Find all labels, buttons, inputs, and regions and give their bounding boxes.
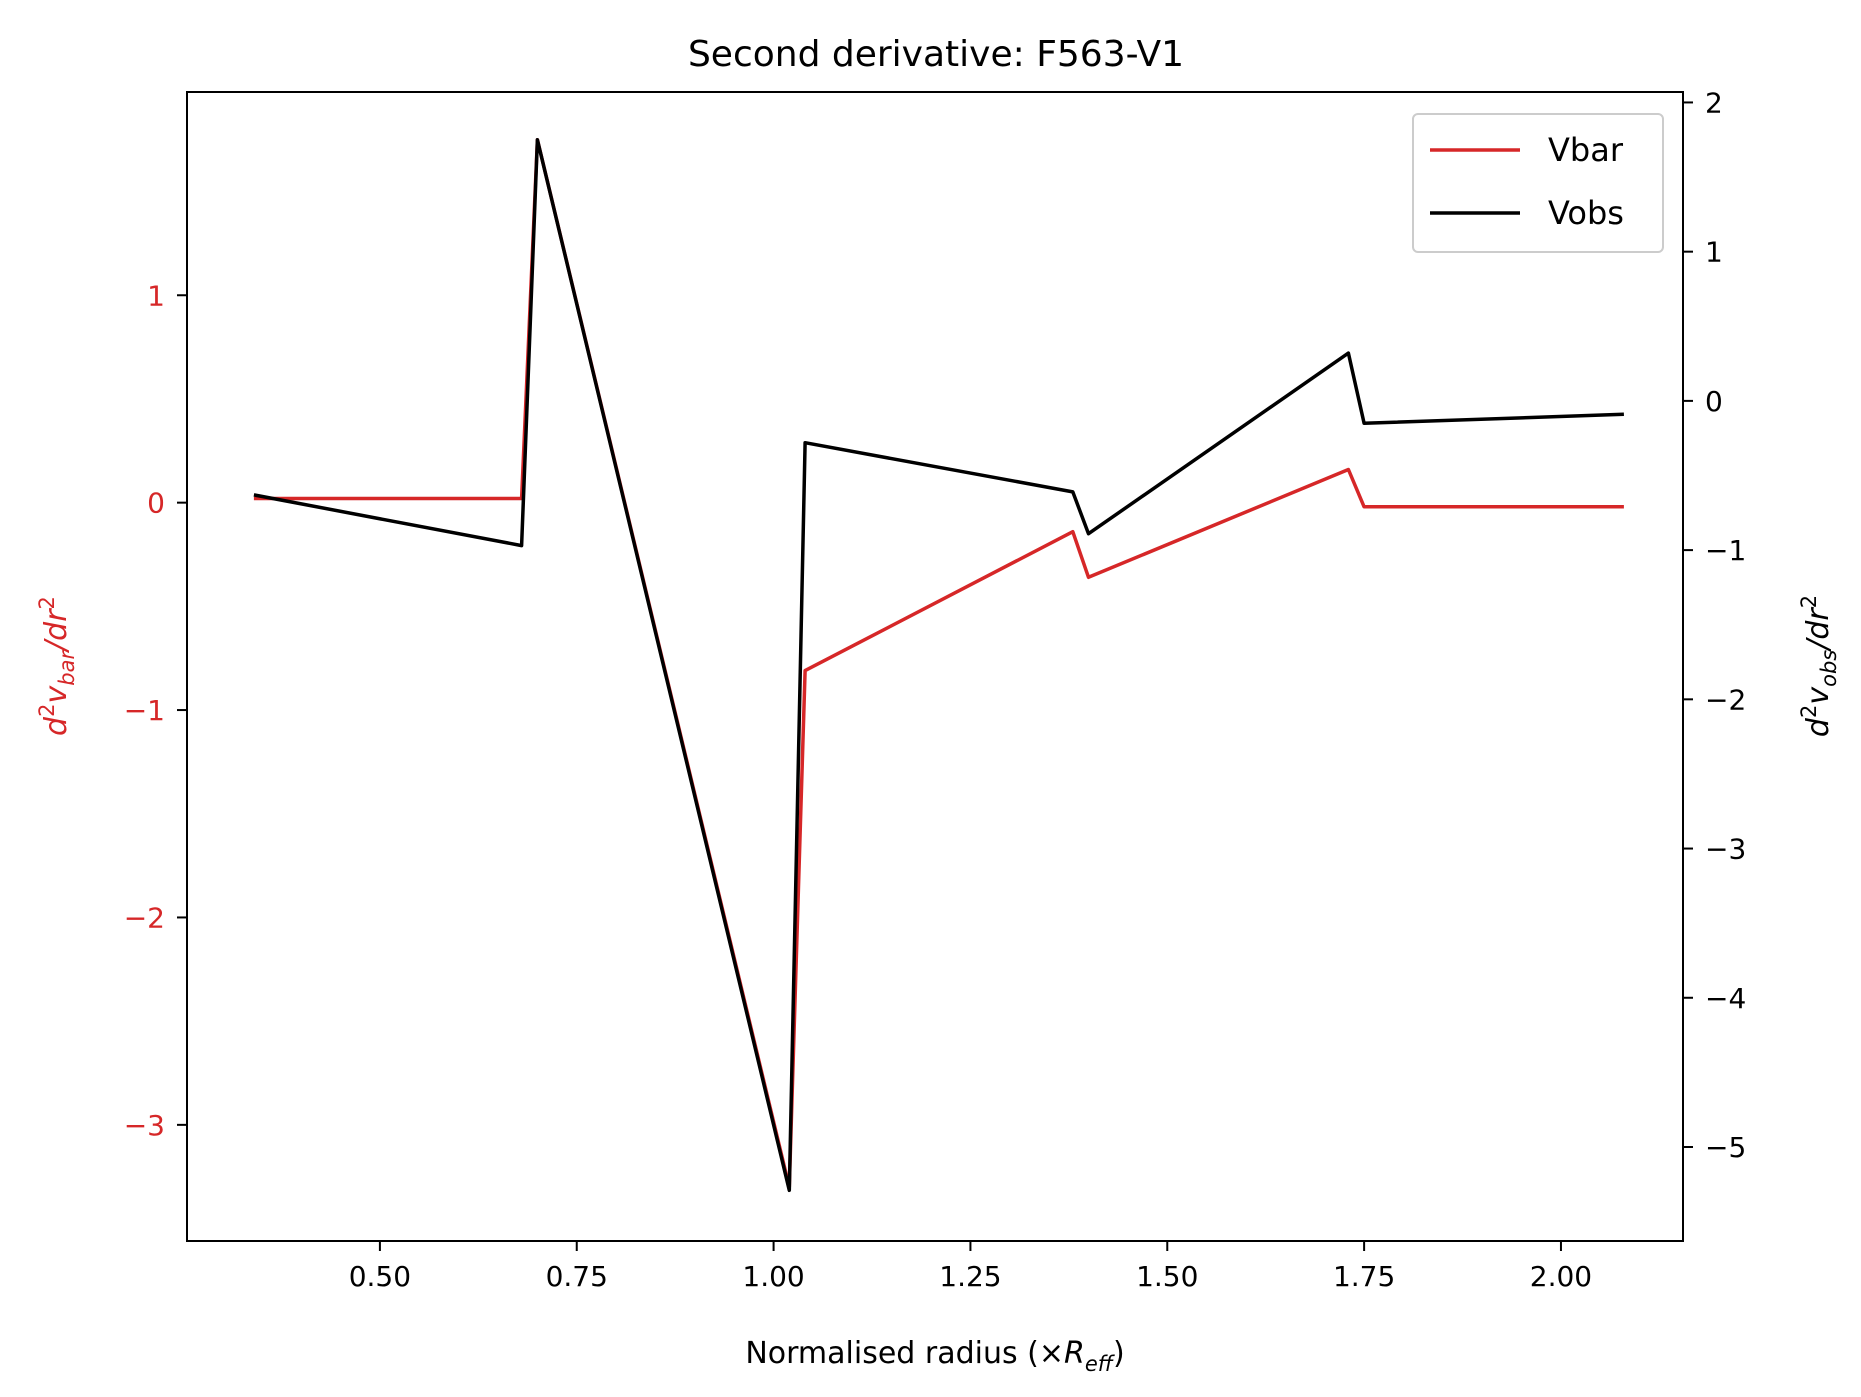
right-y-axis-ticks: 2 1 0 −1 −2 −3 −4 −5 [1683, 86, 1746, 1164]
x-tick-label: 1.25 [939, 1260, 1001, 1293]
x-tick-label: 1.00 [742, 1260, 804, 1293]
right-y-tick-label: −2 [1705, 683, 1746, 716]
right-y-tick-label: 0 [1705, 385, 1723, 418]
right-y-tick-label: 2 [1705, 86, 1723, 119]
x-tick-label: 0.75 [546, 1260, 608, 1293]
left-y-tick-label: 1 [147, 279, 165, 312]
legend: Vbar Vobs [1412, 113, 1664, 253]
legend-label-vobs: Vobs [1548, 194, 1624, 232]
right-y-tick-label: 1 [1705, 236, 1723, 269]
right-y-tick-label: −5 [1705, 1131, 1746, 1164]
series-line-vobs [253, 138, 1624, 1193]
left-y-axis-ticks: 1 0 −1 −2 −3 [124, 279, 187, 1142]
legend-box [1412, 113, 1664, 253]
legend-label-vbar: Vbar [1548, 131, 1624, 169]
x-tick-label: 2.00 [1530, 1260, 1592, 1293]
x-tick-label: 1.50 [1136, 1260, 1198, 1293]
chart-title: Second derivative: F563-V1 [688, 34, 1184, 75]
right-y-tick-label: −1 [1705, 534, 1746, 567]
plot-frame [186, 91, 1684, 1242]
right-y-tick-label: −3 [1705, 833, 1746, 866]
x-axis-label: Normalised radius (×Reff) [745, 1336, 1124, 1376]
right-y-tick-label: −4 [1705, 982, 1746, 1015]
x-axis-ticks: 0.50 0.75 1.00 1.25 1.50 1.75 2.00 [349, 1241, 1592, 1293]
left-y-tick-label: −3 [124, 1109, 165, 1142]
left-y-tick-label: −2 [124, 901, 165, 934]
left-y-tick-label: 0 [147, 487, 165, 520]
left-y-tick-label: −1 [124, 694, 165, 727]
plot-lines [253, 137, 1624, 1193]
x-tick-label: 1.75 [1333, 1260, 1395, 1293]
x-tick-label: 0.50 [349, 1260, 411, 1293]
